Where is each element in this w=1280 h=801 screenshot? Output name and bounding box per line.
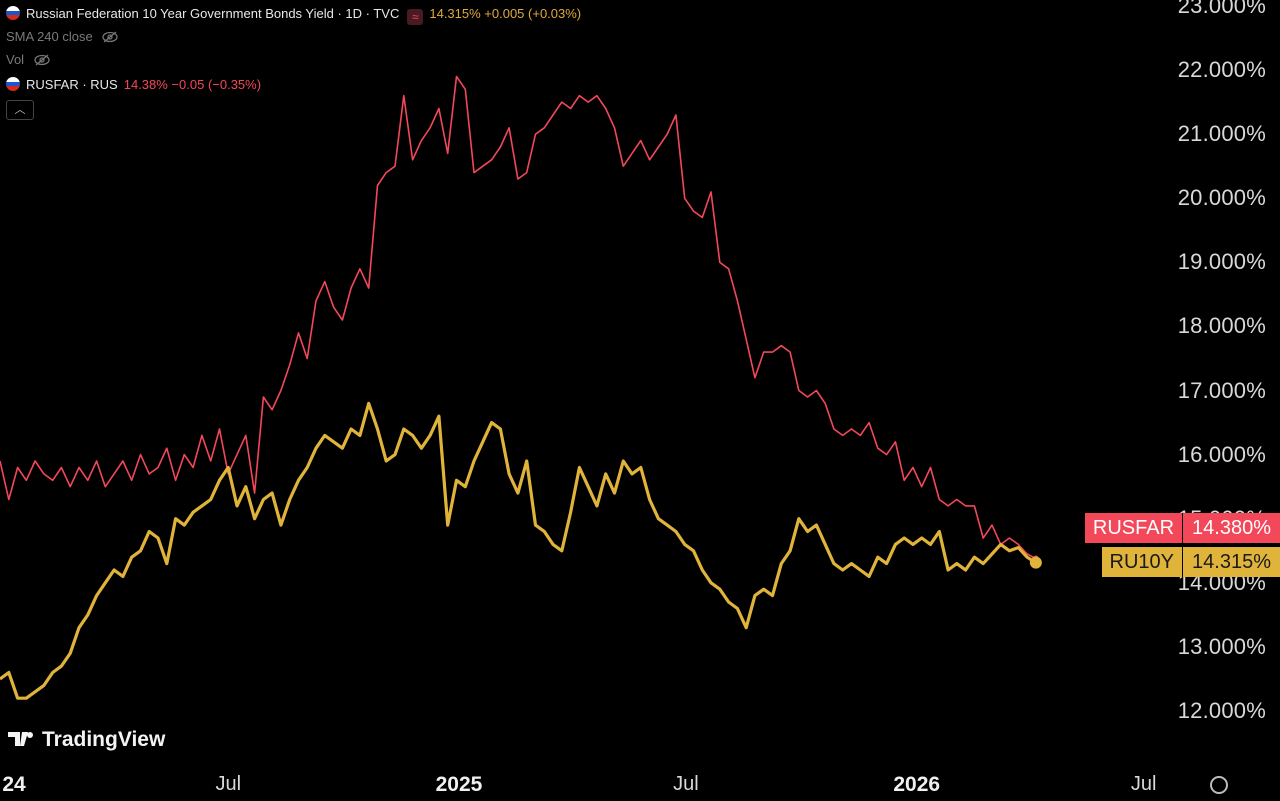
rusfar-value: 14.380% <box>1182 513 1280 543</box>
vol-label: Vol <box>6 52 25 67</box>
main-series-title: Russian Federation 10 Year Government Bo… <box>26 6 400 21</box>
russia-flag-icon <box>6 6 20 20</box>
compare-series-title: RUSFAR · RUS <box>26 77 118 92</box>
y-tick-label: 16.000% <box>1177 441 1266 467</box>
wave-icon: ≈ <box>407 9 424 25</box>
series-line-rusfar[interactable] <box>0 75 1037 560</box>
y-tick-label: 19.000% <box>1177 249 1266 275</box>
russia-flag-icon <box>6 77 20 91</box>
eye-hidden-icon[interactable] <box>34 54 50 66</box>
x-tick-label: Jul <box>1130 773 1157 795</box>
main-series-values: 14.315% +0.005 (+0.03%) <box>429 6 582 21</box>
y-tick-label: 22.000% <box>1177 57 1266 83</box>
ru10y-value: 14.315% <box>1182 547 1280 577</box>
y-tick-label: 23.000% <box>1177 0 1266 18</box>
x-tick-label: 24 <box>2 773 26 796</box>
volume-indicator-legend[interactable]: Vol <box>6 52 50 68</box>
y-tick-label: 12.000% <box>1177 698 1266 723</box>
y-tick-label: 17.000% <box>1177 377 1266 403</box>
tradingview-logo[interactable]: TradingView <box>8 728 165 752</box>
logo-text: TradingView <box>42 728 166 751</box>
sma-label: SMA 240 close <box>6 29 93 44</box>
x-tick-label: 2026 <box>893 773 941 796</box>
compare-series-legend[interactable]: RUSFAR · RUS 14.38% −0.05 (−0.35%) <box>6 77 261 93</box>
sma-indicator-legend[interactable]: SMA 240 close <box>6 29 118 45</box>
y-tick-label: 13.000% <box>1177 633 1266 659</box>
collapse-legend-button[interactable]: ︿ <box>6 100 34 120</box>
eye-hidden-icon[interactable] <box>102 31 118 43</box>
y-tick-label: 18.000% <box>1177 313 1266 339</box>
chevron-up-icon: ︿ <box>14 104 26 116</box>
rusfar-price-label: RUSFAR 14.380% <box>1084 513 1280 543</box>
series-line-ru10y[interactable] <box>0 401 1037 700</box>
ru10y-price-label: RU10Y 14.315% <box>1101 547 1280 577</box>
x-tick-label: 2025 <box>435 773 483 796</box>
rusfar-name: RUSFAR <box>1084 513 1183 543</box>
y-tick-label: 21.000% <box>1177 121 1266 147</box>
settings-gear-icon[interactable] <box>1210 776 1228 794</box>
tradingview-logo-icon <box>8 732 33 746</box>
compare-series-values: 14.38% −0.05 (−0.35%) <box>123 77 262 92</box>
x-tick-label: Jul <box>673 773 699 795</box>
last-point-ru10y <box>1029 556 1042 569</box>
main-series-legend[interactable]: Russian Federation 10 Year Government Bo… <box>6 6 581 25</box>
ru10y-name: RU10Y <box>1101 547 1183 577</box>
x-tick-label: Jul <box>215 773 242 795</box>
y-tick-label: 20.000% <box>1177 185 1266 211</box>
